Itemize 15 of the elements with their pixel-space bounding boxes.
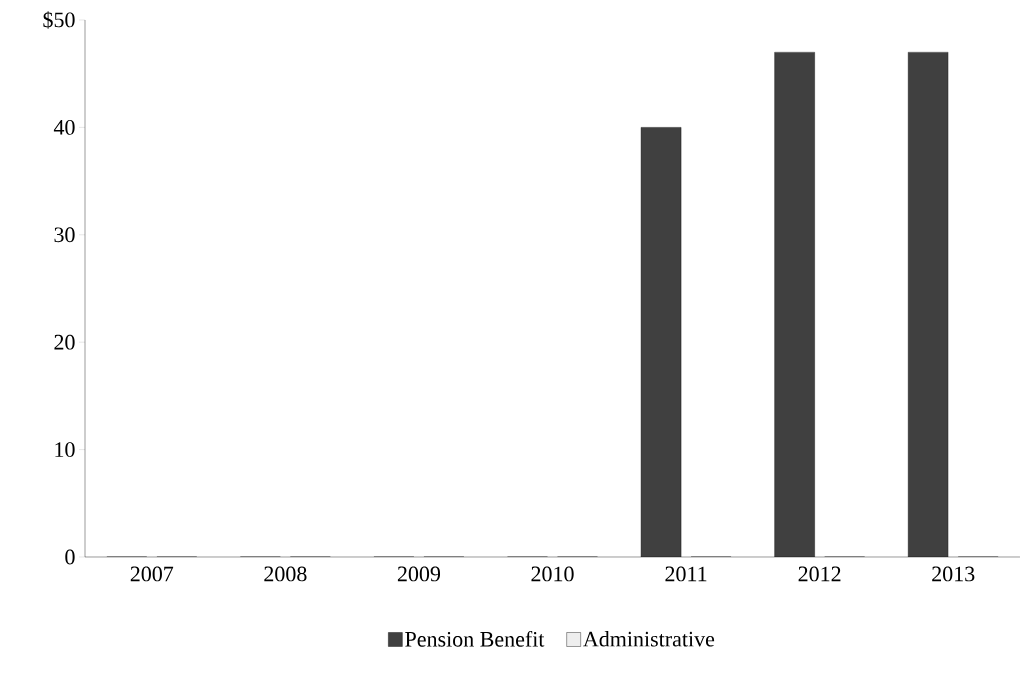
- legend-label: Pension Benefit: [405, 630, 545, 647]
- y-tick-label: 40: [53, 119, 75, 135]
- x-tick-label: 2012: [798, 566, 841, 582]
- x-tick-label: 2009: [397, 566, 441, 582]
- x-tick-label: 2013: [932, 566, 975, 582]
- y-tick-label: 10: [55, 442, 75, 458]
- x-tick-label: 2010: [531, 566, 574, 582]
- x-tick-label: 2007: [130, 566, 174, 582]
- legend-label: Administrative: [583, 631, 715, 647]
- y-tick-label: 30: [54, 227, 75, 243]
- y-tick-label: $50: [43, 11, 75, 29]
- x-tick-label: 2011: [665, 566, 707, 582]
- y-tick-label: 20: [54, 334, 75, 350]
- y-tick-label: 0: [65, 549, 75, 565]
- x-tick-label: 2008: [264, 566, 307, 582]
